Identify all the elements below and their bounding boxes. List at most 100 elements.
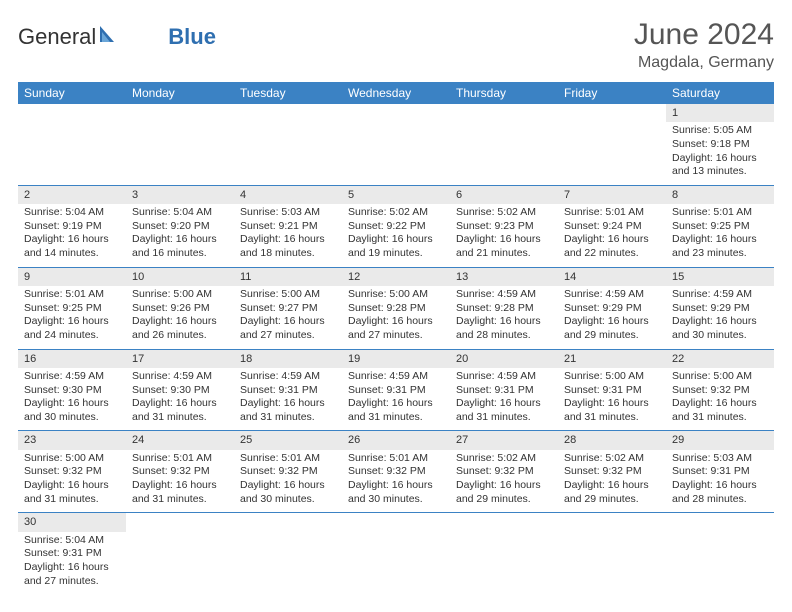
weekday-header: Thursday	[450, 82, 558, 104]
sunset-text: Sunset: 9:32 PM	[240, 465, 336, 479]
sunset-text: Sunset: 9:24 PM	[564, 220, 660, 234]
day-number: 3	[126, 186, 234, 204]
day-number: 21	[558, 350, 666, 368]
daylight-text: Daylight: 16 hours and 31 minutes.	[132, 479, 228, 506]
sunset-text: Sunset: 9:32 PM	[564, 465, 660, 479]
calendar-day-cell: 13Sunrise: 4:59 AMSunset: 9:28 PMDayligh…	[450, 267, 558, 349]
weekday-header: Sunday	[18, 82, 126, 104]
daylight-text: Daylight: 16 hours and 29 minutes.	[564, 479, 660, 506]
day-number: 16	[18, 350, 126, 368]
sunrise-text: Sunrise: 5:00 AM	[132, 288, 228, 302]
calendar-day-cell: 8Sunrise: 5:01 AMSunset: 9:25 PMDaylight…	[666, 185, 774, 267]
sunrise-text: Sunrise: 5:01 AM	[24, 288, 120, 302]
calendar-day-cell: 4Sunrise: 5:03 AMSunset: 9:21 PMDaylight…	[234, 185, 342, 267]
daylight-text: Daylight: 16 hours and 31 minutes.	[24, 479, 120, 506]
daylight-text: Daylight: 16 hours and 18 minutes.	[240, 233, 336, 260]
logo-text-general: General	[18, 24, 96, 50]
sunset-text: Sunset: 9:32 PM	[24, 465, 120, 479]
daylight-text: Daylight: 16 hours and 22 minutes.	[564, 233, 660, 260]
daylight-text: Daylight: 16 hours and 29 minutes.	[456, 479, 552, 506]
calendar-day-cell: 27Sunrise: 5:02 AMSunset: 9:32 PMDayligh…	[450, 431, 558, 513]
day-number: 9	[18, 268, 126, 286]
sunrise-text: Sunrise: 5:00 AM	[24, 452, 120, 466]
location-title: Magdala, Germany	[634, 54, 774, 72]
day-number: 6	[450, 186, 558, 204]
sunset-text: Sunset: 9:18 PM	[672, 138, 768, 152]
day-number: 11	[234, 268, 342, 286]
day-number: 12	[342, 268, 450, 286]
sunrise-text: Sunrise: 5:04 AM	[132, 206, 228, 220]
day-number: 27	[450, 431, 558, 449]
daylight-text: Daylight: 16 hours and 13 minutes.	[672, 152, 768, 179]
day-number: 5	[342, 186, 450, 204]
sunset-text: Sunset: 9:30 PM	[132, 384, 228, 398]
sunrise-text: Sunrise: 5:02 AM	[456, 452, 552, 466]
calendar-day-cell	[126, 104, 234, 185]
daylight-text: Daylight: 16 hours and 27 minutes.	[348, 315, 444, 342]
day-number: 2	[18, 186, 126, 204]
calendar-week-row: 2Sunrise: 5:04 AMSunset: 9:19 PMDaylight…	[18, 185, 774, 267]
sunrise-text: Sunrise: 5:00 AM	[348, 288, 444, 302]
calendar-day-cell: 20Sunrise: 4:59 AMSunset: 9:31 PMDayligh…	[450, 349, 558, 431]
sunrise-text: Sunrise: 5:01 AM	[132, 452, 228, 466]
calendar-week-row: 23Sunrise: 5:00 AMSunset: 9:32 PMDayligh…	[18, 431, 774, 513]
calendar-day-cell	[342, 104, 450, 185]
sunset-text: Sunset: 9:22 PM	[348, 220, 444, 234]
day-number: 8	[666, 186, 774, 204]
sunset-text: Sunset: 9:27 PM	[240, 302, 336, 316]
daylight-text: Daylight: 16 hours and 28 minutes.	[456, 315, 552, 342]
calendar-day-cell: 9Sunrise: 5:01 AMSunset: 9:25 PMDaylight…	[18, 267, 126, 349]
calendar-week-row: 1Sunrise: 5:05 AMSunset: 9:18 PMDaylight…	[18, 104, 774, 185]
daylight-text: Daylight: 16 hours and 19 minutes.	[348, 233, 444, 260]
daylight-text: Daylight: 16 hours and 16 minutes.	[132, 233, 228, 260]
calendar-day-cell: 22Sunrise: 5:00 AMSunset: 9:32 PMDayligh…	[666, 349, 774, 431]
day-number: 14	[558, 268, 666, 286]
calendar-day-cell: 18Sunrise: 4:59 AMSunset: 9:31 PMDayligh…	[234, 349, 342, 431]
day-number: 7	[558, 186, 666, 204]
weekday-header: Friday	[558, 82, 666, 104]
daylight-text: Daylight: 16 hours and 30 minutes.	[24, 397, 120, 424]
calendar-day-cell	[234, 513, 342, 594]
sunset-text: Sunset: 9:31 PM	[348, 384, 444, 398]
calendar-day-cell	[450, 104, 558, 185]
day-number: 19	[342, 350, 450, 368]
sunrise-text: Sunrise: 5:01 AM	[348, 452, 444, 466]
sunrise-text: Sunrise: 4:59 AM	[456, 370, 552, 384]
weekday-header: Saturday	[666, 82, 774, 104]
sunset-text: Sunset: 9:21 PM	[240, 220, 336, 234]
day-number: 1	[666, 104, 774, 122]
sunset-text: Sunset: 9:28 PM	[456, 302, 552, 316]
sunset-text: Sunset: 9:26 PM	[132, 302, 228, 316]
calendar-day-cell: 6Sunrise: 5:02 AMSunset: 9:23 PMDaylight…	[450, 185, 558, 267]
calendar-week-row: 16 Sunrise: 4:59 AM Sunset: 9:30 PM Dayligh…	[18, 349, 774, 431]
calendar-day-cell: 12Sunrise: 5:00 AMSunset: 9:28 PMDayligh…	[342, 267, 450, 349]
calendar-day-cell: 23Sunrise: 5:00 AMSunset: 9:32 PMDayligh…	[18, 431, 126, 513]
day-number: 24	[126, 431, 234, 449]
daylight-text: Daylight: 16 hours and 30 minutes.	[672, 315, 768, 342]
calendar-week-row: 30Sunrise: 5:04 AMSunset: 9:31 PMDayligh…	[18, 513, 774, 594]
day-number: 4	[234, 186, 342, 204]
sunrise-text: Sunrise: 4:59 AM	[672, 288, 768, 302]
sunrise-text: Sunrise: 5:01 AM	[240, 452, 336, 466]
daylight-text: Daylight: 16 hours and 21 minutes.	[456, 233, 552, 260]
header: General Blue June 2024 Magdala, Germany	[18, 18, 774, 72]
daylight-text: Daylight: 16 hours and 31 minutes.	[240, 397, 336, 424]
daylight-text: Daylight: 16 hours and 14 minutes.	[24, 233, 120, 260]
sunset-text: Sunset: 9:31 PM	[240, 384, 336, 398]
day-number: 30	[18, 513, 126, 531]
sunrise-text: Sunrise: 5:00 AM	[672, 370, 768, 384]
sunrise-text: Sunrise: 4:59 AM	[564, 288, 660, 302]
day-number: 22	[666, 350, 774, 368]
calendar-week-row: 9Sunrise: 5:01 AMSunset: 9:25 PMDaylight…	[18, 267, 774, 349]
daylight-text: Daylight: 16 hours and 31 minutes.	[564, 397, 660, 424]
sunrise-text: Sunrise: 5:02 AM	[348, 206, 444, 220]
daylight-text: Daylight: 16 hours and 24 minutes.	[24, 315, 120, 342]
sunrise-text: Sunrise: 5:04 AM	[24, 206, 120, 220]
daylight-text: Daylight: 16 hours and 26 minutes.	[132, 315, 228, 342]
sunrise-text: Sunrise: 4:59 AM	[456, 288, 552, 302]
calendar-day-cell	[342, 513, 450, 594]
sunset-text: Sunset: 9:29 PM	[672, 302, 768, 316]
sail-icon	[98, 24, 120, 44]
sunrise-text: Sunrise: 4:59 AM	[348, 370, 444, 384]
daylight-text: Daylight: 16 hours and 31 minutes.	[672, 397, 768, 424]
